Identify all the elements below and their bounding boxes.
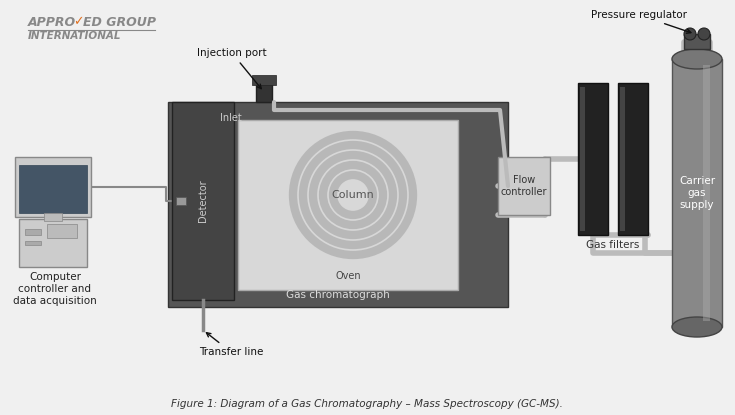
Text: Computer
controller and
data acquisition: Computer controller and data acquisition xyxy=(13,272,97,305)
Circle shape xyxy=(698,28,710,40)
Bar xyxy=(168,102,508,307)
Bar xyxy=(238,120,458,290)
Bar xyxy=(172,102,234,300)
Bar xyxy=(256,80,272,102)
Ellipse shape xyxy=(672,49,722,69)
Bar xyxy=(44,213,62,221)
Bar xyxy=(672,59,722,327)
Text: INTERNATIONAL: INTERNATIONAL xyxy=(28,31,121,41)
Text: ED GROUP: ED GROUP xyxy=(83,15,156,29)
Bar xyxy=(19,165,87,213)
Text: Figure 1: Diagram of a Gas Chromatography – Mass Spectroscopy (GC-MS).: Figure 1: Diagram of a Gas Chromatograph… xyxy=(171,399,563,409)
Text: Gas filters: Gas filters xyxy=(587,240,639,250)
Bar xyxy=(578,83,608,235)
Text: Transfer line: Transfer line xyxy=(198,333,263,357)
Bar xyxy=(15,157,91,217)
Text: Detector: Detector xyxy=(198,180,208,222)
Bar xyxy=(19,219,87,267)
Bar xyxy=(252,75,276,85)
Text: Inlet: Inlet xyxy=(220,113,242,123)
Bar xyxy=(620,87,625,231)
Bar xyxy=(498,157,550,215)
Text: Injection port: Injection port xyxy=(197,48,267,89)
Text: ✓: ✓ xyxy=(73,15,84,29)
Ellipse shape xyxy=(672,317,722,337)
Text: Column: Column xyxy=(331,190,374,200)
Bar xyxy=(176,197,186,205)
Bar xyxy=(580,87,585,231)
Bar xyxy=(703,65,710,321)
Bar xyxy=(618,83,648,235)
Bar xyxy=(684,34,710,49)
Text: Gas chromatograph: Gas chromatograph xyxy=(286,290,390,300)
Text: Flow
controller: Flow controller xyxy=(501,175,548,197)
Text: APPRO: APPRO xyxy=(28,15,76,29)
Bar xyxy=(25,229,41,235)
Text: Carrier
gas
supply: Carrier gas supply xyxy=(679,176,715,210)
Circle shape xyxy=(684,28,696,40)
Text: Pressure regulator: Pressure regulator xyxy=(591,10,691,33)
Bar xyxy=(25,241,41,245)
Bar xyxy=(47,224,77,238)
Text: Oven: Oven xyxy=(335,271,361,281)
